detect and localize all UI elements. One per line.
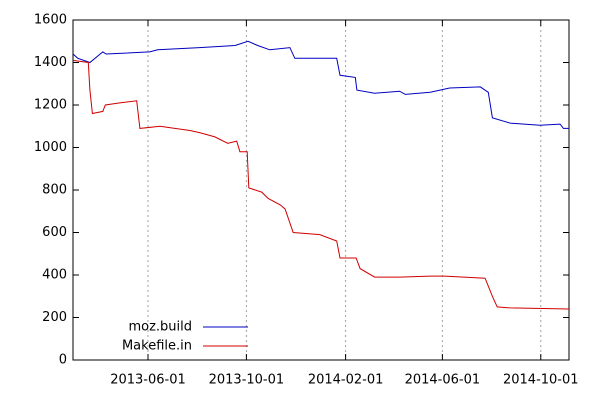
legend-label: Makefile.in xyxy=(122,339,192,354)
y-tick-label: 1000 xyxy=(34,140,67,155)
y-tick-label: 800 xyxy=(42,183,67,198)
series-line xyxy=(72,59,570,310)
legend-label: moz.build xyxy=(128,320,192,335)
y-tick-label: 1400 xyxy=(34,55,67,70)
y-tick-label: 400 xyxy=(42,268,67,283)
x-tick-label: 2014-02-01 xyxy=(308,373,384,388)
y-tick-label: 0 xyxy=(59,353,67,368)
x-tick-label: 2014-06-01 xyxy=(405,373,481,388)
y-tick-label: 1600 xyxy=(34,13,67,28)
y-tick-label: 1200 xyxy=(34,98,67,113)
y-tick-label: 200 xyxy=(42,310,67,325)
x-tick-label: 2013-10-01 xyxy=(209,373,285,388)
x-tick-label: 2013-06-01 xyxy=(110,373,186,388)
series-line xyxy=(72,40,569,129)
plot-frame xyxy=(72,19,570,361)
x-tick-label: 2014-10-01 xyxy=(503,373,579,388)
y-tick-label: 600 xyxy=(42,225,67,240)
